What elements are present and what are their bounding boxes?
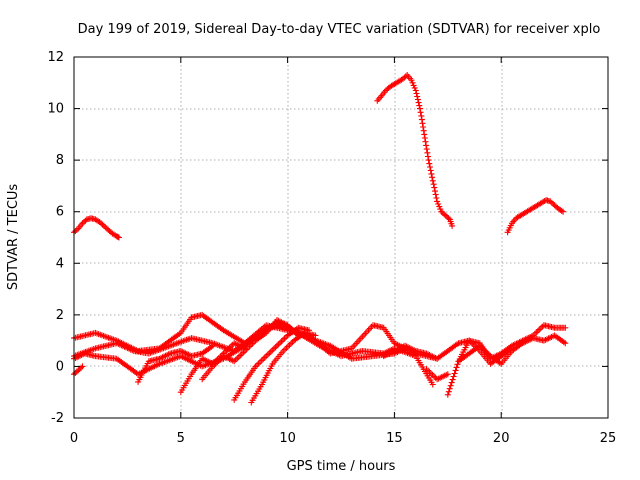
series-arc-10 bbox=[199, 317, 302, 383]
series-markers bbox=[231, 324, 312, 403]
chart-title: Day 199 of 2019, Sidereal Day-to-day VTE… bbox=[78, 22, 601, 37]
y-tick-label: -2 bbox=[51, 411, 64, 426]
series-arc-16 bbox=[423, 366, 451, 383]
y-tick-label: 0 bbox=[56, 359, 64, 374]
x-tick-label: 20 bbox=[493, 431, 510, 446]
y-tick-label: 2 bbox=[56, 308, 64, 323]
series-arc-8 bbox=[135, 342, 216, 385]
series-arc-2 bbox=[374, 72, 456, 229]
series-arc-11 bbox=[231, 324, 312, 403]
y-tick-label: 8 bbox=[56, 153, 64, 168]
tick-layer: 0 5 10 15 20 25 -2 0 2 4 6 8 10 12 bbox=[47, 50, 616, 446]
x-tick-label: 15 bbox=[386, 431, 403, 446]
series-markers bbox=[135, 342, 216, 385]
plot-frame bbox=[73, 56, 609, 419]
series-markers bbox=[71, 215, 122, 241]
y-tick-label: 12 bbox=[47, 50, 64, 65]
series-arc-15 bbox=[380, 337, 515, 367]
x-tick-label: 25 bbox=[600, 431, 617, 446]
x-tick-label: 10 bbox=[279, 431, 296, 446]
series-markers bbox=[199, 317, 302, 383]
series-arc-7 bbox=[71, 363, 86, 378]
series-arc-3 bbox=[504, 197, 567, 236]
grid-lines bbox=[74, 57, 608, 418]
y-tick-label: 10 bbox=[47, 102, 64, 117]
y-axis-label: SDTVAR / TECUs bbox=[6, 184, 21, 291]
y-tick-label: 6 bbox=[56, 205, 64, 220]
x-tick-label: 5 bbox=[177, 431, 185, 446]
series-layer bbox=[71, 72, 569, 406]
series-markers bbox=[374, 72, 456, 229]
series-arc-12 bbox=[248, 329, 319, 406]
series-arc-1 bbox=[71, 215, 122, 241]
series-markers bbox=[380, 337, 515, 367]
series-markers bbox=[248, 329, 319, 406]
x-tick-label: 0 bbox=[70, 431, 78, 446]
series-markers bbox=[423, 366, 451, 383]
x-axis-label: GPS time / hours bbox=[287, 459, 396, 474]
y-tick-label: 4 bbox=[56, 256, 64, 271]
series-markers bbox=[71, 363, 86, 378]
series-markers bbox=[504, 197, 567, 236]
